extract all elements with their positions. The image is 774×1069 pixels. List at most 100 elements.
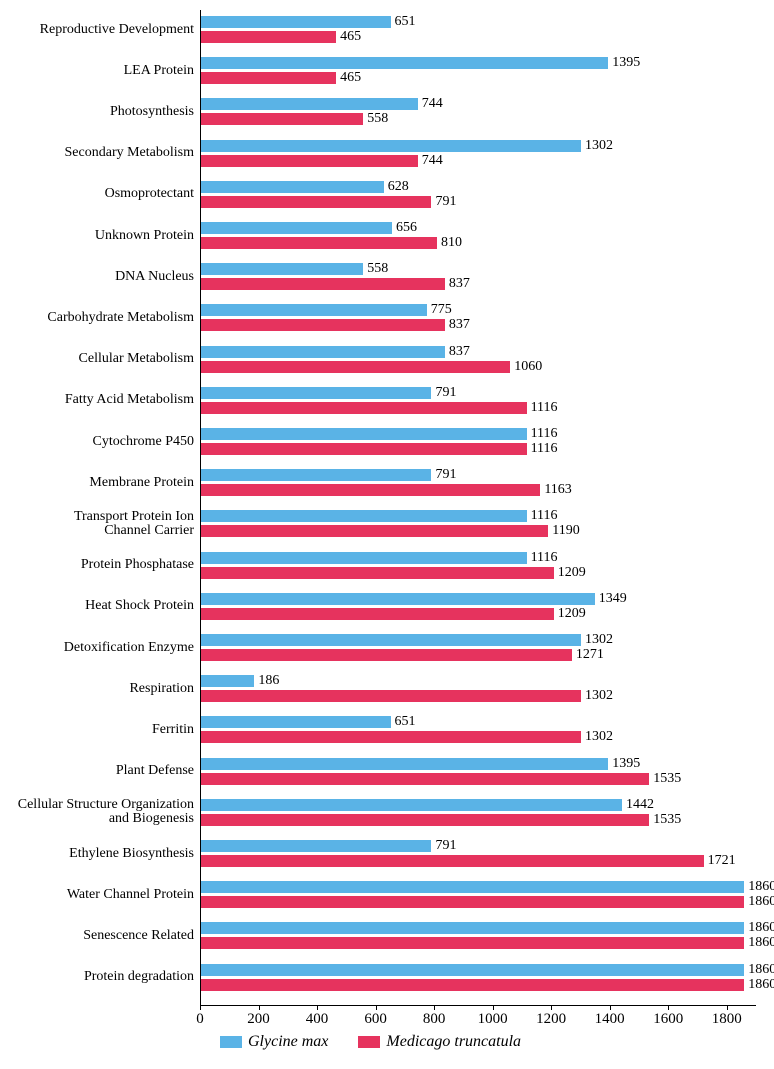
x-tick-label: 1000 (478, 1011, 508, 1028)
bar-medicago (200, 649, 572, 661)
category-label: Cellular Structure Organization and Biog… (18, 798, 200, 826)
bar-value-label: 744 (422, 97, 443, 111)
category-label: DNA Nucleus (115, 270, 200, 284)
bar-value-label: 837 (449, 318, 470, 332)
bar-medicago (200, 608, 554, 620)
bar-medicago (200, 731, 581, 743)
x-tick-label: 800 (423, 1011, 446, 1028)
x-tick (317, 1005, 318, 1010)
x-tick-label: 0 (196, 1011, 204, 1028)
category-label: Respiration (129, 682, 200, 696)
bar-value-label: 651 (395, 15, 416, 29)
bar-glycine (200, 758, 608, 770)
category-label: Cellular Metabolism (79, 352, 200, 366)
bar-glycine (200, 881, 744, 893)
bar-medicago (200, 31, 336, 43)
bar-glycine (200, 346, 445, 358)
bar-value-label: 1535 (653, 813, 681, 827)
bar-glycine (200, 222, 392, 234)
bar-glycine (200, 552, 527, 564)
legend-label: Medicago truncatula (386, 1033, 521, 1051)
bar-medicago (200, 196, 431, 208)
x-tick-label: 1200 (536, 1011, 566, 1028)
bar-value-label: 791 (435, 386, 456, 400)
bar-value-label: 1302 (585, 633, 613, 647)
bar-glycine (200, 964, 744, 976)
category-label: Unknown Protein (95, 229, 200, 243)
category-label: Ferritin (152, 723, 200, 737)
x-axis (200, 1005, 756, 1006)
bar-value-label: 1209 (558, 607, 586, 621)
bar-medicago (200, 525, 548, 537)
bar-value-label: 1302 (585, 730, 613, 744)
bar-glycine (200, 140, 581, 152)
category-label: Cytochrome P450 (93, 435, 201, 449)
category-label: Photosynthesis (110, 105, 200, 119)
bar-value-label: 1116 (531, 551, 558, 565)
x-tick (493, 1005, 494, 1010)
bar-glycine (200, 304, 427, 316)
bar-medicago (200, 855, 704, 867)
bar-value-label: 1116 (531, 442, 558, 456)
bar-medicago (200, 361, 510, 373)
bar-glycine (200, 716, 391, 728)
bar-medicago (200, 237, 437, 249)
bar-medicago (200, 113, 363, 125)
bar-value-label: 1209 (558, 566, 586, 580)
bar-value-label: 791 (435, 195, 456, 209)
bar-medicago (200, 278, 445, 290)
bar-value-label: 1860 (748, 963, 774, 977)
category-label: Fatty Acid Metabolism (65, 393, 200, 407)
bar-glycine (200, 428, 527, 440)
bar-medicago (200, 484, 540, 496)
bar-value-label: 1860 (748, 880, 774, 894)
category-label: Membrane Protein (89, 476, 200, 490)
bar-value-label: 1860 (748, 978, 774, 992)
x-tick (200, 1005, 201, 1010)
bar-medicago (200, 896, 744, 908)
x-tick-label: 400 (306, 1011, 329, 1028)
category-label: Senescence Related (83, 929, 200, 943)
bar-value-label: 656 (396, 221, 417, 235)
bar-value-label: 1116 (531, 509, 558, 523)
bar-value-label: 1302 (585, 139, 613, 153)
bar-value-label: 1395 (612, 56, 640, 70)
bar-value-label: 558 (367, 112, 388, 126)
y-axis (200, 10, 201, 1005)
category-label: Water Channel Protein (67, 888, 200, 902)
bar-value-label: 1860 (748, 895, 774, 909)
bar-value-label: 837 (449, 345, 470, 359)
bar-value-label: 1302 (585, 689, 613, 703)
bar-medicago (200, 979, 744, 991)
bar-value-label: 1190 (552, 524, 579, 538)
bar-value-label: 558 (367, 262, 388, 276)
bar-glycine (200, 16, 391, 28)
bar-value-label: 1271 (576, 648, 604, 662)
bar-value-label: 1060 (514, 360, 542, 374)
bar-value-label: 628 (388, 180, 409, 194)
legend-item: Medicago truncatula (358, 1033, 521, 1051)
category-label: Reproductive Development (40, 23, 200, 37)
bar-glycine (200, 675, 254, 687)
bar-medicago (200, 814, 649, 826)
bar-value-label: 810 (441, 236, 462, 250)
bar-glycine (200, 593, 595, 605)
category-label: Transport Protein Ion Channel Carrier (74, 510, 200, 538)
x-tick-label: 1800 (712, 1011, 742, 1028)
bar-value-label: 1395 (612, 757, 640, 771)
bar-glycine (200, 799, 622, 811)
x-tick-label: 600 (364, 1011, 387, 1028)
x-tick (434, 1005, 435, 1010)
bar-glycine (200, 181, 384, 193)
bar-value-label: 1535 (653, 772, 681, 786)
x-tick-label: 200 (247, 1011, 270, 1028)
bar-glycine (200, 263, 363, 275)
category-label: Carbohydrate Metabolism (47, 311, 200, 325)
category-label: Osmoprotectant (105, 187, 200, 201)
bar-glycine (200, 469, 431, 481)
x-tick-label: 1400 (595, 1011, 625, 1028)
bar-value-label: 1163 (544, 483, 571, 497)
bar-glycine (200, 922, 744, 934)
x-tick (727, 1005, 728, 1010)
category-label: Protein degradation (84, 970, 200, 984)
